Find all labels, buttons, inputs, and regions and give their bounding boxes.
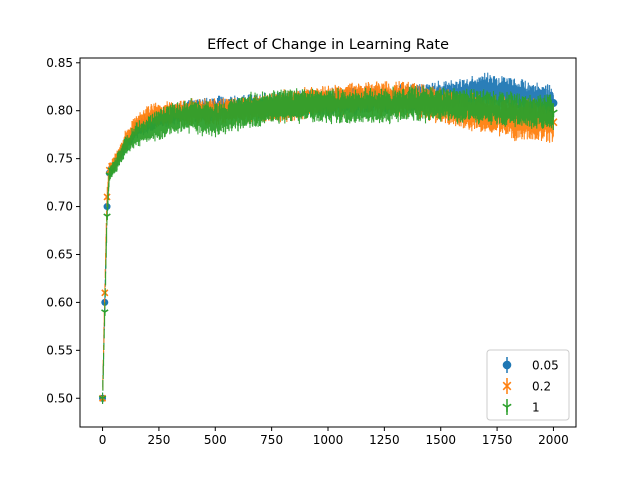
y-tick-label: 0.55 [46, 343, 73, 357]
x-tick-label: 1000 [313, 433, 344, 447]
legend: 0.05 0.2 1 [486, 349, 570, 421]
legend-marker [502, 381, 512, 391]
y-tick-label: 0.85 [46, 56, 73, 70]
x-tick-label: 1500 [425, 433, 456, 447]
y-tick-label: 0.70 [46, 200, 73, 214]
marker-stroke [105, 172, 110, 176]
marker-stroke [106, 213, 111, 217]
y-tick-label: 0.50 [46, 391, 73, 405]
marker-stroke [502, 403, 508, 408]
marker-stroke [549, 109, 554, 114]
marker-stroke [104, 309, 109, 313]
marker-stroke [98, 395, 103, 399]
legend-label: 0.05 [532, 359, 559, 373]
chart-title: Effect of Change in Learning Rate [207, 37, 449, 53]
x-tick-label: 0 [99, 433, 107, 447]
marker-stroke [111, 167, 116, 171]
x-tick-label: 1750 [482, 433, 513, 447]
marker-stroke [102, 395, 107, 399]
series-1 [98, 86, 558, 404]
marker-stroke [502, 381, 512, 391]
legend-label: 0.2 [532, 380, 551, 394]
marker-stroke [101, 309, 106, 313]
marker-stroke [103, 193, 111, 201]
x-tick-label: 500 [204, 433, 227, 447]
legend-entry: 0.2 [502, 378, 551, 394]
marker-stroke [553, 109, 558, 114]
y-tick-label: 0.65 [46, 247, 73, 261]
data-point [103, 193, 111, 201]
y-tick-label: 0.75 [46, 152, 73, 166]
plot-area [98, 72, 558, 404]
data-point [101, 309, 109, 316]
data-point [103, 213, 111, 221]
marker-stroke [103, 213, 108, 217]
legend-marker [502, 360, 512, 370]
data-point [98, 395, 107, 403]
marker-stroke [107, 167, 112, 171]
y-tick-label: 0.60 [46, 295, 73, 309]
marker-stroke [506, 403, 512, 408]
x-tick-label: 750 [260, 433, 283, 447]
legend-entry: 0.05 [502, 357, 559, 373]
data-point [107, 167, 116, 175]
axes: 0 250 500 750 1000 1250 1500 1750 2000 0.50 0.55 0.… [46, 56, 577, 447]
y-tick-label: 0.80 [46, 104, 73, 118]
legend-marker [502, 403, 512, 412]
legend-entry: 1 [502, 399, 540, 415]
x-tick-label: 1250 [369, 433, 400, 447]
x-tick-label: 250 [147, 433, 170, 447]
legend-label: 1 [532, 401, 540, 415]
x-tick-label: 2000 [538, 433, 569, 447]
data-point [549, 109, 558, 118]
